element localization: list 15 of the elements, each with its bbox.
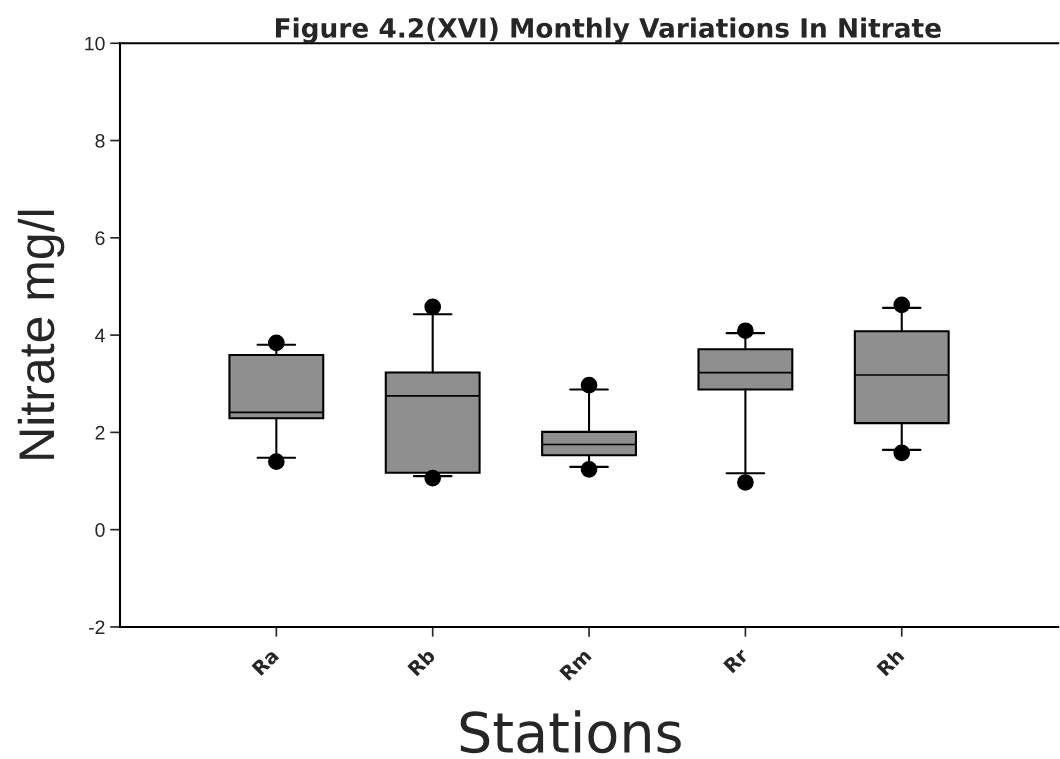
y-tick-label: 4 — [95, 328, 105, 343]
x-tick-label: Rh — [875, 647, 905, 677]
y-tick-label: -2 — [88, 620, 105, 634]
y-tick-label: 0 — [95, 523, 105, 537]
chart-title: Figure 4.2(XVI) Monthly Variations In Nitrate — [275, 17, 941, 44]
y-tick-label: 8 — [95, 134, 105, 148]
y-tick-label: 6 — [95, 231, 105, 246]
x-tick-label: Ra — [251, 648, 280, 676]
y-tick-label: 2 — [95, 425, 105, 440]
y-tick-label: 10 — [85, 36, 105, 51]
x-tick-label: Rm — [559, 648, 592, 681]
x-tick-label: Rb — [406, 647, 437, 677]
y-axis-title: Nitrate mg/l — [17, 210, 65, 459]
x-axis-title: Stations — [460, 710, 681, 754]
x-tick-label: Rr — [723, 647, 750, 674]
